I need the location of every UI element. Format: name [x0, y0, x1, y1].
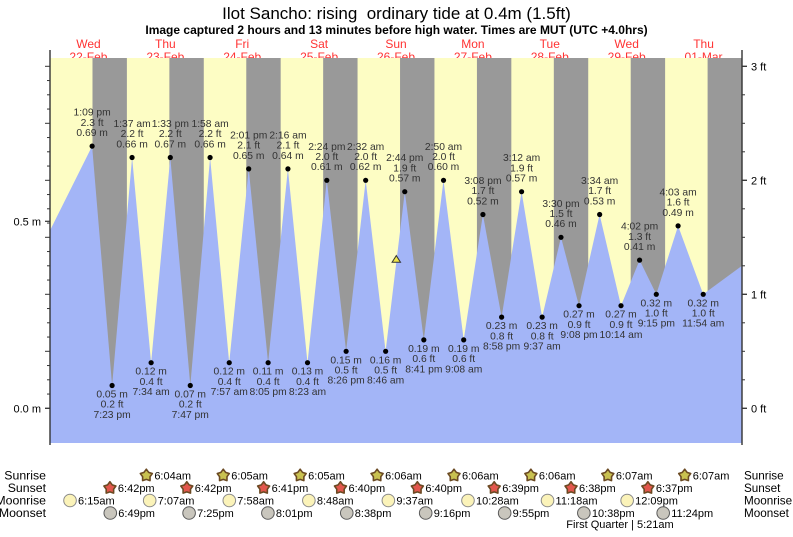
svg-text:Sunrise: Sunrise — [744, 470, 784, 483]
svg-text:11:18am: 11:18am — [556, 496, 598, 508]
svg-text:8:41 pm: 8:41 pm — [405, 364, 442, 375]
svg-text:Moonrise: Moonrise — [744, 495, 792, 508]
svg-text:0.67 m: 0.67 m — [155, 139, 186, 150]
svg-text:8:48am: 8:48am — [317, 496, 354, 508]
svg-text:9:08 am: 9:08 am — [445, 364, 482, 375]
svg-text:9:37am: 9:37am — [396, 496, 433, 508]
svg-text:8:26 pm: 8:26 pm — [328, 376, 365, 387]
svg-text:0.60 m: 0.60 m — [428, 162, 459, 173]
svg-text:8:38pm: 8:38pm — [355, 508, 392, 520]
svg-text:6:06am: 6:06am — [539, 471, 576, 483]
svg-text:12:09pm: 12:09pm — [635, 496, 678, 508]
svg-text:0.57 m: 0.57 m — [506, 174, 537, 185]
svg-text:7:58am: 7:58am — [237, 496, 274, 508]
svg-text:6:41pm: 6:41pm — [272, 483, 309, 495]
svg-text:6:05am: 6:05am — [231, 471, 268, 483]
svg-text:6:06am: 6:06am — [385, 471, 422, 483]
svg-text:2 ft: 2 ft — [751, 175, 766, 187]
svg-text:6:38pm: 6:38pm — [579, 483, 616, 495]
svg-text:0.41 m: 0.41 m — [624, 242, 655, 253]
svg-text:0.0 m: 0.0 m — [13, 403, 41, 415]
svg-text:0.49 m: 0.49 m — [662, 208, 693, 219]
svg-text:7:47 pm: 7:47 pm — [172, 410, 209, 421]
svg-text:0.5 m: 0.5 m — [13, 216, 41, 228]
svg-text:3 ft: 3 ft — [751, 61, 766, 73]
svg-text:0.52 m: 0.52 m — [467, 196, 498, 207]
svg-text:10:14 am: 10:14 am — [600, 330, 643, 341]
svg-text:0.66 m: 0.66 m — [194, 139, 225, 150]
svg-text:0.61 m: 0.61 m — [311, 162, 342, 173]
svg-text:8:23 am: 8:23 am — [289, 387, 326, 398]
svg-text:9:55pm: 9:55pm — [513, 508, 550, 520]
svg-text:10:28am: 10:28am — [476, 496, 519, 508]
svg-text:7:07am: 7:07am — [158, 496, 195, 508]
svg-text:Moonset: Moonset — [744, 507, 790, 520]
svg-text:9:37 am: 9:37 am — [524, 342, 561, 353]
svg-text:0 ft: 0 ft — [751, 403, 766, 415]
svg-text:8:01pm: 8:01pm — [276, 508, 313, 520]
svg-text:6:04am: 6:04am — [154, 471, 191, 483]
svg-text:0.46 m: 0.46 m — [545, 219, 576, 230]
svg-text:0.65 m: 0.65 m — [233, 151, 264, 162]
svg-text:0.66 m: 0.66 m — [116, 139, 147, 150]
svg-text:7:23 pm: 7:23 pm — [93, 410, 130, 421]
svg-text:9:08 pm: 9:08 pm — [560, 330, 597, 341]
svg-text:0.62 m: 0.62 m — [350, 162, 381, 173]
svg-text:8:05 pm: 8:05 pm — [250, 387, 287, 398]
svg-text:0.64 m: 0.64 m — [272, 151, 303, 162]
svg-text:6:15am: 6:15am — [78, 496, 115, 508]
svg-text:6:42pm: 6:42pm — [195, 483, 232, 495]
svg-text:6:07am: 6:07am — [616, 471, 653, 483]
svg-text:6:37pm: 6:37pm — [656, 483, 693, 495]
svg-text:Sunset: Sunset — [744, 482, 781, 495]
svg-text:8:58 pm: 8:58 pm — [483, 342, 520, 353]
svg-text:6:06am: 6:06am — [462, 471, 499, 483]
svg-text:6:40pm: 6:40pm — [425, 483, 462, 495]
svg-text:6:07am: 6:07am — [693, 471, 730, 483]
svg-text:1 ft: 1 ft — [751, 289, 766, 301]
svg-text:6:49pm: 6:49pm — [118, 508, 155, 520]
svg-text:7:25pm: 7:25pm — [197, 508, 234, 520]
svg-text:First Quarter | 5:21am: First Quarter | 5:21am — [566, 519, 673, 531]
svg-text:0.57 m: 0.57 m — [389, 174, 420, 185]
svg-text:7:57 am: 7:57 am — [211, 387, 248, 398]
svg-text:0.53 m: 0.53 m — [584, 196, 615, 207]
svg-text:8:46 am: 8:46 am — [367, 376, 404, 387]
svg-text:6:05am: 6:05am — [308, 471, 345, 483]
svg-text:6:42pm: 6:42pm — [118, 483, 155, 495]
svg-text:11:24pm: 11:24pm — [671, 508, 713, 520]
svg-text:9:15 pm: 9:15 pm — [638, 319, 675, 330]
svg-text:11:54 am: 11:54 am — [682, 319, 724, 330]
svg-text:6:40pm: 6:40pm — [348, 483, 385, 495]
svg-text:6:39pm: 6:39pm — [502, 483, 539, 495]
svg-text:9:16pm: 9:16pm — [434, 508, 471, 520]
svg-text:0.69 m: 0.69 m — [76, 128, 107, 139]
svg-text:7:34 am: 7:34 am — [133, 387, 170, 398]
svg-text:Moonset: Moonset — [0, 506, 47, 520]
